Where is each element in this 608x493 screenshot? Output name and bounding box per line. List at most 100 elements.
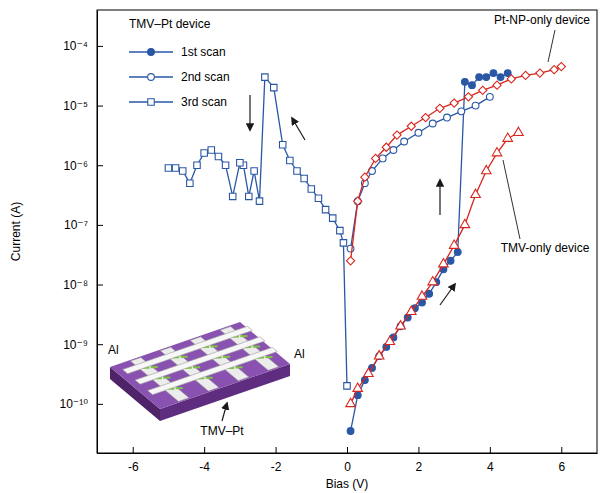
legend-entry: 2nd scan — [129, 70, 230, 84]
data-point — [346, 398, 356, 406]
tick-mark — [97, 404, 103, 405]
y-tick: 10⁻¹⁰ — [60, 397, 104, 411]
data-point — [497, 74, 504, 81]
tick-mark — [561, 447, 562, 453]
tick-mark — [97, 285, 103, 286]
tmv-rod — [235, 366, 242, 368]
tick-label: -4 — [199, 460, 210, 474]
tick-label: 10⁻⁹ — [63, 338, 88, 352]
data-point — [194, 162, 200, 168]
label-leader — [548, 30, 555, 62]
series-line — [351, 97, 490, 249]
tick-mark — [97, 225, 103, 226]
series-label: Pt-NP-only device — [494, 13, 590, 27]
data-point — [417, 291, 427, 299]
tmv-rod — [163, 377, 170, 379]
tick-label: 2 — [416, 460, 423, 474]
data-point — [329, 215, 335, 221]
y-axis: 10⁻¹⁰10⁻⁹10⁻⁸10⁻⁷10⁻⁶10⁻⁵10⁻⁴ — [60, 11, 104, 454]
tmv-rod — [151, 366, 158, 368]
data-point — [279, 142, 285, 148]
tick-label: 10⁻⁴ — [63, 39, 88, 53]
data-point — [346, 257, 354, 265]
data-point — [507, 75, 515, 83]
y-tick: 10⁻⁵ — [63, 99, 103, 113]
data-point — [481, 165, 491, 173]
inset-label: Al — [108, 343, 119, 357]
tick-label: 10⁻⁶ — [63, 159, 88, 173]
y-axis-title: Current (A) — [9, 202, 23, 261]
data-point — [486, 93, 493, 100]
legend-label: 3rd scan — [181, 95, 227, 109]
data-point — [347, 428, 354, 435]
data-point — [469, 82, 476, 89]
data-point — [447, 257, 454, 264]
y-tick: 10⁻⁹ — [63, 338, 103, 352]
tick-label: -6 — [128, 460, 139, 474]
data-point — [256, 198, 262, 204]
series — [346, 127, 523, 406]
data-point — [287, 157, 293, 163]
data-point — [479, 86, 487, 94]
x-tick: 4 — [487, 447, 494, 474]
tick-mark — [276, 447, 277, 453]
inset-arrow — [222, 403, 227, 421]
data-point — [229, 193, 235, 199]
data-point — [472, 102, 479, 109]
y-tick: 10⁻⁶ — [63, 159, 103, 173]
data-point — [428, 277, 438, 285]
data-point — [315, 195, 321, 201]
substrate-top — [110, 322, 290, 409]
data-point — [450, 99, 458, 107]
data-point — [407, 122, 415, 130]
data-point — [322, 206, 328, 212]
data-point — [382, 143, 390, 151]
inset: AlAlTMV–Pt — [108, 322, 305, 438]
data-point — [354, 198, 361, 205]
legend-marker — [148, 49, 155, 56]
tick-mark — [97, 46, 103, 47]
tick-label: 10⁻⁵ — [63, 99, 88, 113]
tmv-rod — [176, 387, 183, 389]
legend-entry: 1st scan — [129, 45, 226, 59]
legend-marker — [148, 99, 154, 105]
series — [347, 70, 511, 435]
data-point — [439, 259, 449, 267]
data-point — [246, 193, 252, 199]
data-point — [337, 227, 343, 233]
scan-arrow — [440, 284, 455, 305]
data-point — [271, 84, 277, 90]
data-point — [483, 74, 490, 81]
data-point — [340, 240, 346, 246]
data-point — [460, 219, 470, 227]
data-point — [361, 173, 369, 181]
x-tick: 0 — [344, 447, 351, 474]
data-point — [390, 147, 397, 154]
legend-title: TMV–Pt device — [129, 17, 211, 31]
data-point — [301, 175, 307, 181]
data-point — [464, 93, 472, 101]
tick-mark — [347, 447, 348, 453]
tick-label: 10⁻⁸ — [63, 278, 88, 292]
series — [347, 93, 493, 252]
data-point — [262, 74, 268, 80]
x-tick: -4 — [199, 447, 210, 474]
data-point — [187, 180, 193, 186]
series — [165, 74, 350, 389]
y-tick: 10⁻⁴ — [63, 39, 103, 53]
tick-mark — [204, 447, 205, 453]
x-tick: -2 — [271, 447, 282, 474]
tick-mark — [418, 447, 419, 453]
x-tick: 2 — [416, 447, 423, 474]
data-point — [476, 74, 483, 81]
axis-line — [97, 11, 98, 454]
tick-label: 10⁻¹⁰ — [60, 397, 89, 411]
data-point — [201, 150, 207, 156]
tick-mark — [133, 447, 134, 453]
data-point — [344, 383, 350, 389]
data-point — [461, 78, 468, 85]
data-point — [406, 306, 416, 314]
legend-label: 1st scan — [181, 45, 226, 59]
data-point — [557, 62, 565, 70]
series-line — [351, 73, 508, 431]
